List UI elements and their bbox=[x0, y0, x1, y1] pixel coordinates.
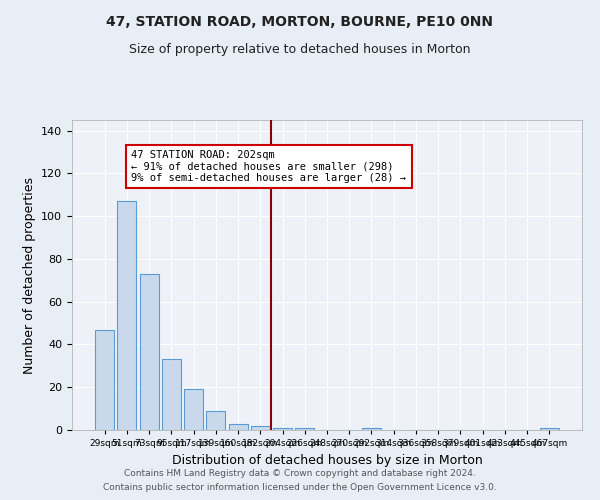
Bar bbox=[206, 411, 225, 430]
X-axis label: Distribution of detached houses by size in Morton: Distribution of detached houses by size … bbox=[172, 454, 482, 466]
Bar bbox=[162, 360, 181, 430]
Bar bbox=[184, 390, 203, 430]
Text: Size of property relative to detached houses in Morton: Size of property relative to detached ho… bbox=[129, 42, 471, 56]
Text: 47, STATION ROAD, MORTON, BOURNE, PE10 0NN: 47, STATION ROAD, MORTON, BOURNE, PE10 0… bbox=[107, 15, 493, 29]
Bar bbox=[95, 330, 114, 430]
Bar bbox=[229, 424, 248, 430]
Bar bbox=[362, 428, 381, 430]
Bar bbox=[273, 428, 292, 430]
Bar bbox=[140, 274, 158, 430]
Text: 47 STATION ROAD: 202sqm
← 91% of detached houses are smaller (298)
9% of semi-de: 47 STATION ROAD: 202sqm ← 91% of detache… bbox=[131, 150, 406, 183]
Text: Contains HM Land Registry data © Crown copyright and database right 2024.: Contains HM Land Registry data © Crown c… bbox=[124, 468, 476, 477]
Text: Contains public sector information licensed under the Open Government Licence v3: Contains public sector information licen… bbox=[103, 484, 497, 492]
Y-axis label: Number of detached properties: Number of detached properties bbox=[23, 176, 35, 374]
Bar bbox=[251, 426, 270, 430]
Bar bbox=[118, 201, 136, 430]
Bar bbox=[540, 428, 559, 430]
Bar bbox=[295, 428, 314, 430]
